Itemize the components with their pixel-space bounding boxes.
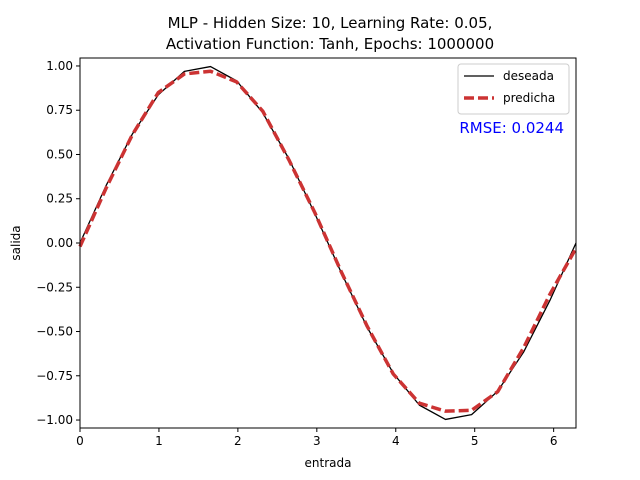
- y-tick-label: −1.00: [36, 413, 73, 427]
- x-axis-label: entrada: [305, 456, 352, 470]
- legend-label-deseada: deseada: [503, 69, 554, 83]
- legend: deseada predicha: [457, 63, 570, 115]
- y-tick-label: 0.25: [46, 192, 73, 206]
- x-tick-label: 0: [76, 434, 84, 448]
- x-axis-ticks: 0 1 2 3 4 5 6: [76, 428, 557, 448]
- y-tick-label: 0.75: [46, 103, 73, 117]
- y-tick-label: 1.00: [46, 59, 73, 73]
- x-tick-label: 3: [313, 434, 321, 448]
- y-tick-label: −0.75: [36, 369, 73, 383]
- chart-title-line1: MLP - Hidden Size: 10, Learning Rate: 0.…: [168, 14, 493, 32]
- x-tick-label: 4: [392, 434, 400, 448]
- y-axis-label: salida: [9, 225, 23, 260]
- y-tick-label: −0.50: [36, 325, 73, 339]
- series-layer: [78, 65, 578, 421]
- y-tick-label: 0.00: [46, 236, 73, 250]
- x-tick-label: 2: [234, 434, 242, 448]
- y-axis-ticks: −1.00 −0.75 −0.50 −0.25 0.00 0.25 0.50 0.75 1.00: [36, 59, 80, 427]
- x-tick-label: 1: [155, 434, 163, 448]
- y-tick-label: 0.50: [46, 147, 73, 161]
- rmse-annotation: RMSE: 0.0244: [459, 119, 564, 137]
- x-tick-label: 5: [471, 434, 479, 448]
- y-tick-label: −0.25: [36, 280, 73, 294]
- legend-label-predicha: predicha: [503, 91, 555, 105]
- x-tick-label: 6: [550, 434, 558, 448]
- chart-title-line2: Activation Function: Tanh, Epochs: 10000…: [166, 35, 494, 53]
